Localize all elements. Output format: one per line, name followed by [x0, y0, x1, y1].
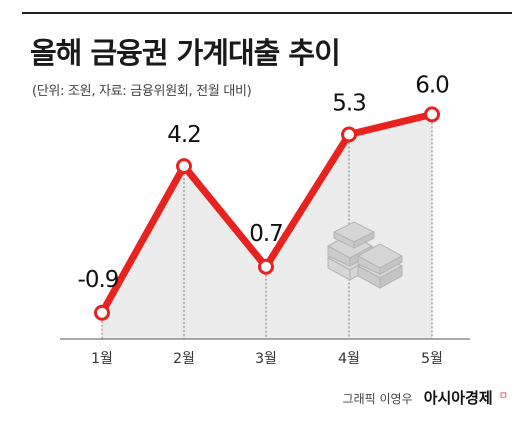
value-label-1: -0.9 [78, 267, 119, 293]
x-tick-label-5: 5월 [421, 351, 443, 367]
data-point-4 [341, 126, 357, 143]
data-point-1 [94, 304, 110, 321]
tick-layer: 1월 2월 3월 4월 5월 [91, 351, 443, 367]
point-layer [94, 106, 440, 321]
data-point-5 [424, 106, 440, 123]
data-point-3 [258, 258, 274, 275]
top-rule [22, 12, 512, 14]
x-tick-label-3: 3월 [255, 351, 277, 367]
brand-logo: 아시아경제 [423, 389, 493, 407]
x-tick-label-2: 2월 [173, 351, 195, 367]
value-label-4: 5.3 [332, 91, 366, 117]
x-tick-label-1: 1월 [91, 351, 113, 367]
label-layer: -0.9 4.2 0.7 5.3 6.0 [78, 72, 451, 293]
chart-title: 올해 금융권 가계대출 추이 [30, 36, 341, 70]
brand-mark: ㅁ [498, 391, 508, 402]
x-tick-label-4: 4월 [338, 351, 360, 367]
value-label-2: 4.2 [167, 122, 201, 148]
chart-subtitle: (단위: 조원, 자료: 금융위원회, 전월 대비) [32, 84, 252, 99]
value-label-3: 0.7 [249, 221, 283, 247]
credit: 그래픽 이영우 아시아경제 ㅁ [343, 387, 508, 408]
value-label-5: 6.0 [415, 72, 449, 98]
money-stack-icon [326, 221, 404, 289]
data-point-2 [176, 158, 192, 175]
graphic-credit: 그래픽 이영우 [342, 392, 413, 406]
